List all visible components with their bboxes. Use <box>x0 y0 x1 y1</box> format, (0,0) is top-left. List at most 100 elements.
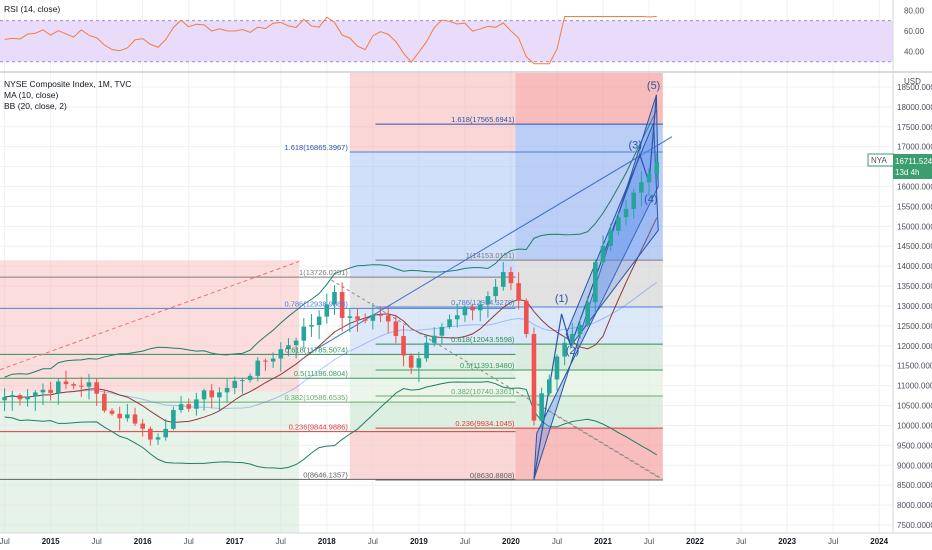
candle-body <box>447 319 452 327</box>
wave-labels: (1) (2) (3) (4) (5) <box>555 80 661 357</box>
candle-body <box>247 375 253 381</box>
fib-label-ext-left: 1.618(16865.3967) <box>284 143 348 152</box>
candle-body <box>9 395 15 398</box>
bollinger-bands <box>4 109 658 470</box>
dashed-diagonal <box>533 401 664 480</box>
candle-body <box>171 410 176 429</box>
currency-label: USD <box>904 77 921 86</box>
fib-zone-left <box>349 354 516 379</box>
fib-label-left: 0.618(11785.5074) <box>285 345 348 354</box>
candle-body <box>324 304 330 317</box>
candle-body <box>2 397 7 401</box>
candle-body <box>278 349 284 359</box>
candle-body <box>616 217 621 231</box>
fib-zone-left <box>349 431 516 480</box>
candle-body <box>155 437 161 440</box>
fib-label-left: 0(8646.1357) <box>303 470 348 479</box>
time-tick-label: 2024 <box>870 537 888 546</box>
rsi-band <box>0 20 893 62</box>
price-tick-label: 13500.0000 <box>897 282 932 291</box>
candle-body <box>94 382 99 394</box>
fib-label-right: 0.786(12974.3278) <box>451 298 515 307</box>
candle-body <box>148 428 153 440</box>
last-price-value: 16711.5242 <box>895 157 932 166</box>
candle-body <box>293 340 299 346</box>
price-tick-label: 15000.0000 <box>897 222 932 231</box>
fib-zone-right <box>515 260 663 308</box>
candle-body <box>401 336 406 356</box>
price-tick-label: 14500.0000 <box>897 242 932 251</box>
rsi-axis: 80.00 60.00 40.00 <box>904 6 925 56</box>
fib-label-right: 1(14153.0151) <box>466 251 515 260</box>
price-tick-label: 7500.0000 <box>897 521 932 530</box>
candle-body <box>25 396 30 400</box>
candle-body <box>362 319 368 321</box>
candle-body <box>63 381 69 385</box>
candle-body <box>654 161 660 174</box>
dashed-downtrend <box>331 279 659 478</box>
candle-body <box>209 390 215 398</box>
time-tick-label: 2023 <box>778 537 796 546</box>
time-tick-label: 2020 <box>502 537 520 546</box>
time-tick-label: 2019 <box>410 537 428 546</box>
price-tick-label: 18000.0000 <box>897 103 932 112</box>
candle-body <box>178 404 184 411</box>
fib-zone-top-right <box>515 73 663 125</box>
price-tick-label: 18500.0000 <box>897 83 932 92</box>
price-tick-label: 8500.0000 <box>897 481 932 490</box>
candle-body <box>500 272 506 287</box>
time-axis[interactable]: Jul 2015 Jul 2016 Jul 2017 Jul 2018 Jul 2019 Jul 20… <box>0 532 932 546</box>
candle-body <box>232 380 238 388</box>
fib-zone-right <box>515 370 663 396</box>
candle-body <box>585 302 590 325</box>
fib-label-right: 0.5(11391.9480) <box>460 361 515 370</box>
symbol-tag-text: NYA <box>871 156 888 165</box>
candle-body <box>424 342 429 359</box>
price-tag: NYA 16711.5242 13d 4h <box>867 153 932 179</box>
ma-legend: MA (10, close) <box>4 90 58 100</box>
price-tick-label: 11500.0000 <box>897 362 932 371</box>
time-tick-label: Jul <box>552 537 562 546</box>
candle-body <box>109 410 115 414</box>
time-tick-label: 2022 <box>686 537 704 546</box>
time-tick-label: 2015 <box>42 537 60 546</box>
candle-body <box>378 314 383 316</box>
wave-label: (5) <box>647 80 660 92</box>
fib-label-left: 0.786(12938.9888) <box>284 299 348 308</box>
candle-body <box>531 334 537 421</box>
candle-body <box>631 192 636 209</box>
fib-zone-left <box>349 402 516 432</box>
candle-body <box>370 314 376 321</box>
candle-body <box>347 316 353 318</box>
candle-body <box>32 392 38 397</box>
time-ticks: Jul 2015 Jul 2016 Jul 2017 Jul 2018 Jul 2019 Jul 20… <box>0 537 889 546</box>
candle-body <box>523 300 529 335</box>
candle-body <box>508 272 514 284</box>
candle-body <box>125 414 130 419</box>
fib-zone-top-left <box>349 73 516 153</box>
ma-line <box>4 217 658 424</box>
candle-body <box>301 326 307 341</box>
candle-body <box>332 292 337 305</box>
fib-zone-right <box>515 395 663 429</box>
price-axis[interactable]: USD 18500.0000 18000.0000 17500.0000 17000.… <box>867 0 932 533</box>
candle-body <box>17 395 23 400</box>
candle-body <box>40 389 46 393</box>
rsi-line <box>4 15 657 65</box>
fib-labels: 1(13726.0251) 0.786(12938.9888) 0.618(1178… <box>284 115 515 480</box>
candle-body <box>416 358 422 368</box>
fib-label-left: 0.5(11186.0804) <box>294 369 348 378</box>
fib-zones <box>0 73 663 533</box>
time-tick-label: 2016 <box>134 537 152 546</box>
candle-body <box>470 307 475 311</box>
candle-body <box>270 358 276 362</box>
candle-body <box>48 389 53 393</box>
candle-body <box>355 316 360 320</box>
price-tick-label: 11000.0000 <box>897 382 932 391</box>
price-tick-label: 17500.0000 <box>897 123 932 132</box>
price-tick-label: 13000.0000 <box>897 302 932 311</box>
candle-body <box>117 413 122 419</box>
time-tick-label: Jul <box>184 537 194 546</box>
price-tick-label: 17000.0000 <box>897 143 932 152</box>
last-price-tag <box>893 154 932 179</box>
